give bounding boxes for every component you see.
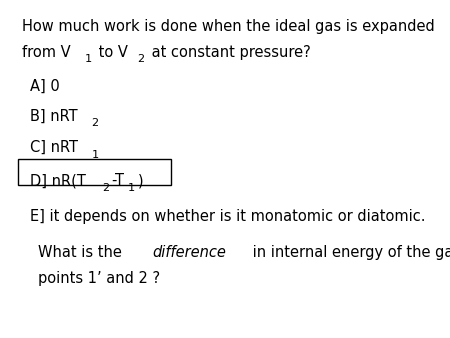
Text: 2: 2 bbox=[92, 118, 99, 128]
FancyBboxPatch shape bbox=[18, 159, 171, 185]
Text: C] nRT: C] nRT bbox=[30, 140, 78, 155]
Text: 2: 2 bbox=[137, 54, 144, 64]
Text: What is the: What is the bbox=[38, 245, 127, 260]
Text: E] it depends on whether is it monatomic or diatomic.: E] it depends on whether is it monatomic… bbox=[30, 209, 426, 224]
Text: A] 0: A] 0 bbox=[30, 78, 60, 93]
Text: points 1’ and 2 ?: points 1’ and 2 ? bbox=[38, 271, 160, 286]
Text: from V: from V bbox=[22, 45, 70, 59]
Text: -T: -T bbox=[112, 173, 125, 188]
Text: 1: 1 bbox=[84, 54, 92, 64]
Text: ): ) bbox=[138, 173, 143, 188]
Text: 1: 1 bbox=[92, 150, 99, 160]
Text: at constant pressure?: at constant pressure? bbox=[147, 45, 310, 59]
Text: to V: to V bbox=[94, 45, 127, 59]
Text: How much work is done when the ideal gas is expanded: How much work is done when the ideal gas… bbox=[22, 19, 434, 33]
Text: 2: 2 bbox=[102, 183, 109, 193]
Text: D] nR(T: D] nR(T bbox=[30, 173, 86, 188]
Text: 1: 1 bbox=[128, 183, 135, 193]
Text: difference: difference bbox=[153, 245, 226, 260]
Text: B] nRT: B] nRT bbox=[30, 109, 78, 124]
Text: in internal energy of the gas at: in internal energy of the gas at bbox=[248, 245, 450, 260]
